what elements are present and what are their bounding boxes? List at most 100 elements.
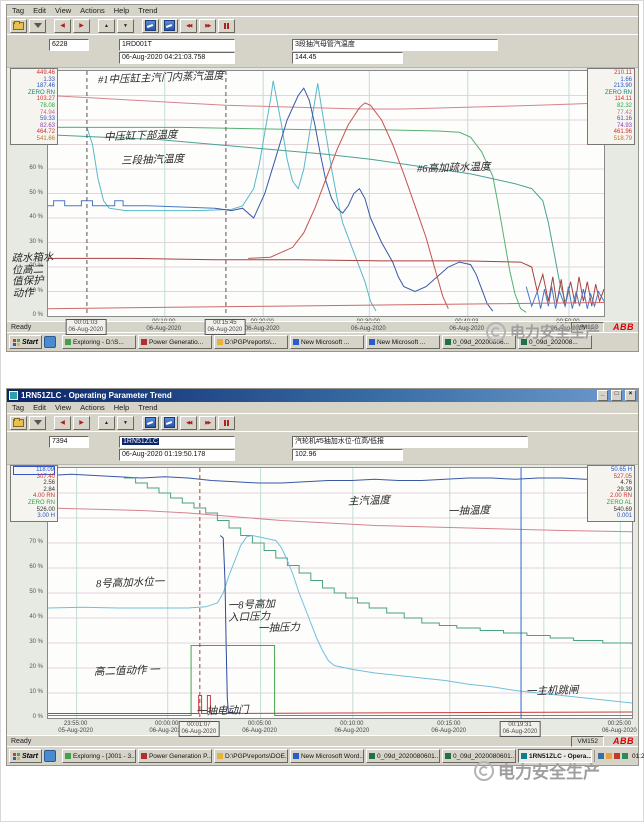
system-tray: 01:20 <box>593 750 644 762</box>
chart-mode-button-1[interactable] <box>142 18 159 33</box>
trend-plot[interactable]: #1中压缸主汽门内蒸汽温度 中压缸下部温度 三段抽汽温度 #6高加疏水温度 疏水箱水 位高… <box>11 70 605 317</box>
minimize-button[interactable]: _ <box>597 390 608 401</box>
excel-icon <box>444 753 451 759</box>
watermark-text: 电力安全生产 <box>498 763 600 782</box>
open-folder-icon <box>13 20 24 30</box>
taskbar-item[interactable]: 0_09d_2020080601... <box>365 749 440 763</box>
x-axis-time: 00:15:00 <box>437 721 461 727</box>
scroll-left-button[interactable]: ◀ <box>54 18 71 33</box>
y-axis-label: 0 % <box>32 312 43 318</box>
taskbar-item[interactable]: Power Generatio... <box>137 335 212 349</box>
tray-icon[interactable] <box>605 753 612 759</box>
maximize-button[interactable]: □ <box>611 390 622 401</box>
menu-item-edit[interactable]: Edit <box>33 6 47 15</box>
taskbar-item[interactable]: 0_09d_202008... <box>517 335 592 349</box>
scale-down-button[interactable]: ▼ <box>117 18 134 33</box>
x-axis-date: 06-Aug-2020 <box>431 728 467 735</box>
open-button[interactable] <box>10 415 27 430</box>
annotation-line: 一抽电动门 <box>195 705 249 718</box>
menu-item-view[interactable]: View <box>55 6 72 15</box>
x-axis-date: 06-Aug-2020 <box>449 326 485 333</box>
menu-item-tag[interactable]: Tag <box>12 403 25 412</box>
menu-item-trend[interactable]: Trend <box>138 403 158 412</box>
app-icon <box>140 753 147 759</box>
handwritten-annotation: 主汽温度 <box>348 495 390 508</box>
open-button[interactable] <box>10 18 27 33</box>
trace-value: 77.42 <box>616 109 632 116</box>
pause-button[interactable] <box>218 18 235 33</box>
trend-line-blue-noise <box>525 286 604 309</box>
quick-launch-icon[interactable] <box>43 750 56 762</box>
value-field[interactable]: 144.45 <box>292 52 403 64</box>
menu-item-view[interactable]: View <box>55 403 72 412</box>
tag-name-field[interactable]: 1RD001T <box>119 39 235 51</box>
filter-button[interactable] <box>29 18 46 33</box>
value-field[interactable]: 102.96 <box>292 449 403 461</box>
scale-down-button[interactable]: ▼ <box>117 415 134 430</box>
menu-item-edit[interactable]: Edit <box>33 403 47 412</box>
fast-forward-button[interactable]: ▶▶ <box>199 415 216 430</box>
chart-mode-button-1[interactable] <box>142 415 159 430</box>
trace-value: 526.00 <box>36 506 55 513</box>
menu-item-actions[interactable]: Actions <box>80 6 105 15</box>
windows-logo-pane <box>13 756 16 760</box>
tag-index-field[interactable]: 7394 <box>49 436 89 448</box>
taskbar-item[interactable]: Exploring - [J001 - 3... <box>61 749 136 763</box>
chart-mode-button-2[interactable] <box>161 415 178 430</box>
chart-icon <box>164 417 175 428</box>
tag-description-field[interactable]: 汽轮机#5抽加水位-位高/低报 <box>292 436 528 448</box>
menu-item-help[interactable]: Help <box>113 403 130 412</box>
fast-forward-button[interactable]: ▶▶ <box>199 18 216 33</box>
tag-name-field[interactable]: 1RN51ZLC <box>119 436 235 448</box>
taskbar-item[interactable]: 1RN51ZLC - Opera... <box>517 749 592 763</box>
filter-button[interactable] <box>29 415 46 430</box>
tray-icon[interactable] <box>621 753 628 759</box>
tray-icon[interactable] <box>597 753 604 759</box>
trend-line-heater6-drain-temp <box>48 134 566 302</box>
x-axis-date: 06-Aug-2020 <box>550 326 586 333</box>
close-button[interactable]: × <box>625 390 636 401</box>
chart-mode-button-2[interactable] <box>161 18 178 33</box>
timestamp-field[interactable]: 06-Aug-2020 04:21:03.758 <box>119 52 235 64</box>
chart-icon <box>164 20 175 31</box>
start-button[interactable]: Start <box>9 335 42 349</box>
tag-index-field[interactable]: 6228 <box>49 39 89 51</box>
menu-item-help[interactable]: Help <box>113 6 130 15</box>
x-axis-time: 00:10:00 <box>152 319 176 325</box>
pause-button[interactable] <box>218 415 235 430</box>
trend-plot[interactable]: 主汽温度 一抽温度 一抽压力 8号高加水位一 一8号高加 入口压力 高二值动作 一一抽电动门… <box>47 467 633 719</box>
abb-logo: ABB <box>613 736 634 746</box>
x-axis-time: 00:40:03 <box>455 319 479 325</box>
taskbar-item[interactable]: D:\PGP\reports\DOE... <box>213 749 288 763</box>
trace-value: 527.05 <box>613 473 632 480</box>
taskbar-item[interactable]: D:\PGP\reports\... <box>213 335 288 349</box>
tag-description-field[interactable]: 3段抽汽母管汽温度 <box>292 39 498 51</box>
taskbar-item[interactable]: New Microsoft ... <box>365 335 440 349</box>
rewind-button[interactable]: ◀◀ <box>180 18 197 33</box>
folder-icon <box>216 339 223 345</box>
menu-item-trend[interactable]: Trend <box>138 6 158 15</box>
taskbar-item[interactable]: Power Generation P... <box>137 749 212 763</box>
start-button[interactable]: Start <box>9 749 42 763</box>
scroll-right-button[interactable]: ▶ <box>73 18 90 33</box>
annotation-line: 一抽温度 <box>447 505 491 518</box>
taskbar-item[interactable]: New Microsoft Word... <box>289 749 364 763</box>
scale-up-button[interactable]: ▲ <box>98 415 115 430</box>
windows-logo-pane <box>17 756 20 760</box>
menu-item-tag[interactable]: Tag <box>12 6 25 15</box>
scroll-left-button[interactable]: ◀ <box>54 415 71 430</box>
menu-item-actions[interactable]: Actions <box>80 403 105 412</box>
fast-forward-icon: ▶▶ <box>205 419 211 426</box>
taskbar-item-label: D:\PGP\reports\... <box>224 338 277 346</box>
scale-up-button[interactable]: ▲ <box>98 18 115 33</box>
taskbar-item[interactable]: New Microsoft ... <box>289 335 364 349</box>
scroll-right-button[interactable]: ▶ <box>73 415 90 430</box>
timestamp-field[interactable]: 06-Aug-2020 01:19:50.178 <box>119 449 235 461</box>
taskbar-item[interactable]: Exploring - D:\S... <box>61 335 136 349</box>
rewind-button[interactable]: ◀◀ <box>180 415 197 430</box>
title-bar[interactable]: 1RN51ZLC - Operating Parameter Trend _ □… <box>7 389 638 402</box>
tray-icon[interactable] <box>613 753 620 759</box>
trend-window-top: Tag Edit View Actions Help Trend ◀ ▶ ▲ ▼ ◀◀ ▶… <box>6 4 639 352</box>
quick-launch-icon[interactable] <box>43 336 56 348</box>
